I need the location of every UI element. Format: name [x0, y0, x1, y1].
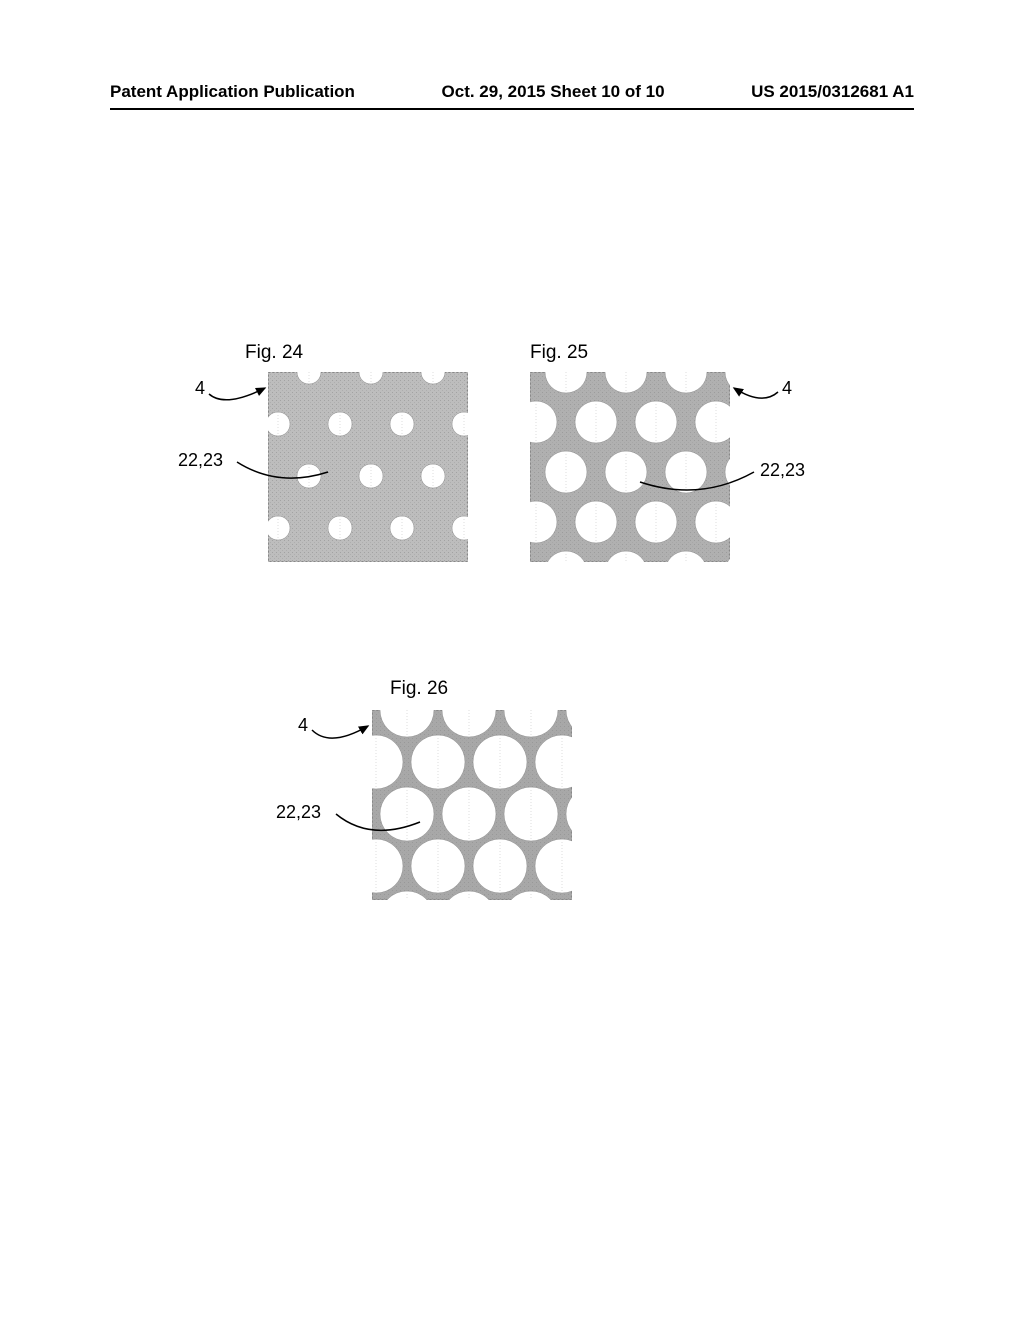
fig24-label: Fig. 24 — [245, 342, 303, 364]
header-left: Patent Application Publication — [110, 82, 355, 102]
fig26-label: Fig. 26 — [390, 678, 448, 700]
header-right: US 2015/0312681 A1 — [751, 82, 914, 102]
header-center: Oct. 29, 2015 Sheet 10 of 10 — [442, 82, 665, 102]
fig24-ref-22-23: 22,23 — [178, 450, 223, 471]
page-header: Patent Application Publication Oct. 29, … — [110, 82, 914, 102]
page: Patent Application Publication Oct. 29, … — [0, 0, 1024, 1320]
fig25-panel — [530, 372, 730, 562]
fig25-ref-4: 4 — [782, 378, 792, 399]
fig25-label: Fig. 25 — [530, 342, 588, 364]
fig25-ref-22-23: 22,23 — [760, 460, 805, 481]
lead-lines — [0, 0, 1024, 1320]
fig26-ref-4: 4 — [298, 715, 308, 736]
fig26-panel — [372, 710, 572, 900]
fig24-ref-4: 4 — [195, 378, 205, 399]
fig26-ref-22-23: 22,23 — [276, 802, 321, 823]
fig24-panel — [268, 372, 468, 562]
header-rule — [110, 108, 914, 110]
